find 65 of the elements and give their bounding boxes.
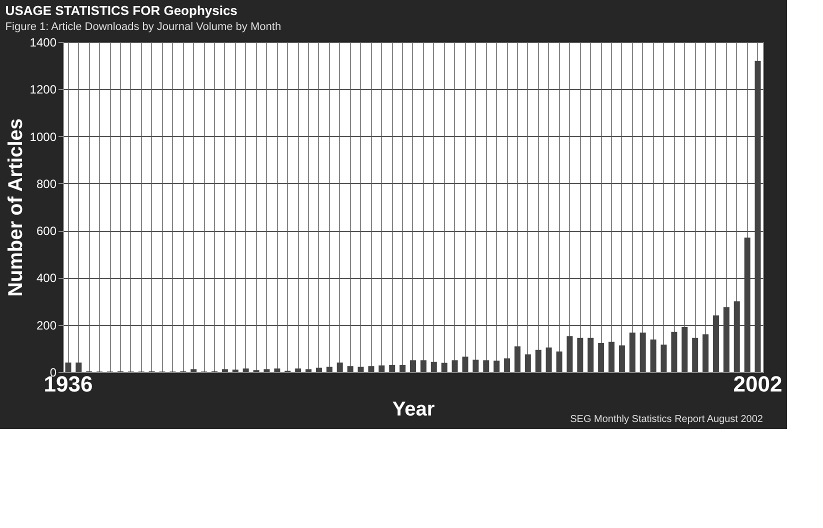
bar xyxy=(295,368,302,372)
bar xyxy=(430,362,437,372)
bar xyxy=(65,362,72,372)
bar xyxy=(754,60,761,372)
bar xyxy=(702,334,709,372)
bar xyxy=(242,368,249,372)
bar xyxy=(420,360,426,372)
y-tick-label: 600 xyxy=(36,224,57,238)
y-tick-label: 400 xyxy=(36,271,57,286)
y-tick-label: 1000 xyxy=(30,130,57,144)
bar xyxy=(608,342,615,372)
bar xyxy=(316,368,322,372)
bar xyxy=(650,339,656,372)
bar xyxy=(546,347,552,372)
y-tick-label: 1400 xyxy=(30,36,57,50)
bar xyxy=(504,358,510,372)
bar xyxy=(483,360,490,372)
bar xyxy=(588,338,594,372)
bar xyxy=(264,369,270,372)
bar xyxy=(692,338,698,372)
x-tick-label: 2002 xyxy=(733,372,782,396)
bar xyxy=(566,336,573,372)
bar xyxy=(712,315,719,372)
bar xyxy=(682,326,688,372)
bar xyxy=(618,345,625,372)
bar xyxy=(190,369,197,372)
bar xyxy=(222,369,228,372)
bar xyxy=(640,332,646,372)
bar xyxy=(598,343,604,372)
bar xyxy=(326,366,332,372)
y-tick-label: 800 xyxy=(36,176,57,191)
bar xyxy=(514,346,520,372)
bar xyxy=(358,366,364,372)
bar xyxy=(400,364,406,372)
x-axis-title: Year xyxy=(392,398,435,420)
bar xyxy=(389,364,396,372)
bar xyxy=(660,344,667,372)
bar xyxy=(452,360,458,372)
chart-title: USAGE STATISTICS FOR Geophysics xyxy=(5,3,238,18)
chart-subtitle: Figure 1: Article Downloads by Journal Volume by Month xyxy=(5,21,282,33)
bar xyxy=(524,354,531,372)
bar xyxy=(378,365,385,372)
bar xyxy=(441,362,448,372)
bar xyxy=(744,238,750,372)
bar xyxy=(462,356,468,372)
bar xyxy=(336,362,343,372)
bar xyxy=(410,360,416,372)
bar xyxy=(306,369,312,372)
bar xyxy=(368,366,374,372)
bar xyxy=(734,301,740,372)
y-tick-label: 200 xyxy=(36,318,57,332)
bar xyxy=(629,332,636,372)
bar xyxy=(556,351,562,372)
bar xyxy=(535,350,542,372)
bar xyxy=(671,332,678,372)
y-axis-title: Number of Articles xyxy=(4,118,27,297)
y-tick-label: 1200 xyxy=(30,82,57,97)
bar xyxy=(723,307,730,372)
text: SEG Monthly Statistics Report August 2002 xyxy=(570,414,764,425)
bar xyxy=(577,338,584,372)
bar xyxy=(347,366,354,372)
bar xyxy=(76,362,82,372)
bar xyxy=(274,368,280,372)
bar xyxy=(472,360,479,372)
bar xyxy=(494,360,500,372)
